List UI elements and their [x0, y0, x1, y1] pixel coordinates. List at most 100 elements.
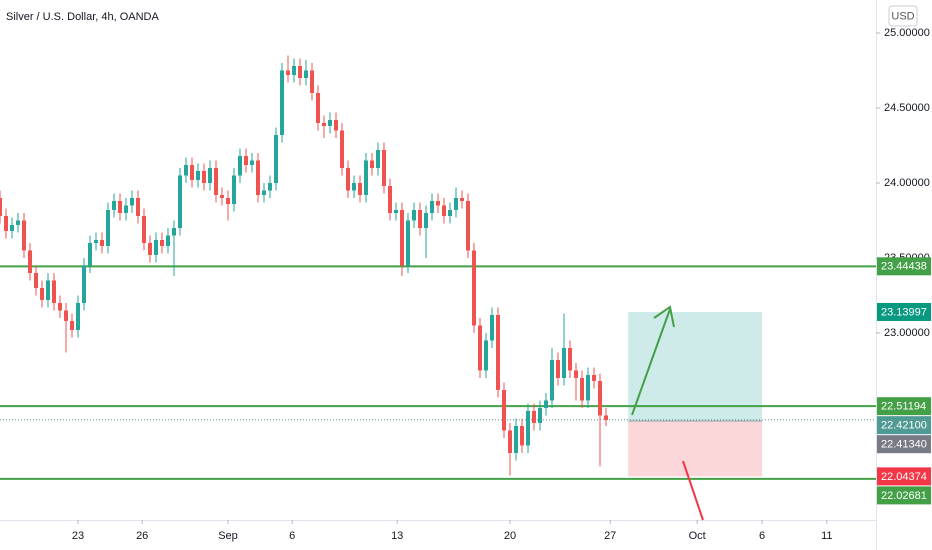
candle-body [364, 160, 368, 195]
candle-body [322, 122, 326, 126]
price-label-text: 22.02681 [881, 490, 927, 502]
candle-body [250, 160, 254, 165]
candle-body [328, 119, 332, 126]
candle-body [418, 209, 422, 228]
candle-body [52, 280, 56, 303]
x-tick-label: 26 [136, 530, 148, 542]
candle-body [112, 200, 116, 210]
candle-body [160, 239, 164, 246]
candle-body [586, 374, 590, 401]
candle-body [238, 155, 242, 176]
target-zone [628, 311, 762, 421]
candle-body [280, 70, 284, 135]
y-tick-label: 24.00000 [884, 177, 930, 189]
candle-body [514, 425, 518, 453]
candle-body [70, 320, 74, 330]
candle-body [310, 70, 314, 93]
candle-body [76, 302, 80, 330]
price-label-box [877, 416, 931, 435]
price-label: 22.51194 [877, 397, 931, 416]
candle-body [376, 149, 380, 168]
candle-body [412, 209, 416, 221]
arrow-down [682, 460, 704, 521]
currency-box[interactable] [888, 5, 918, 27]
candle-body [472, 250, 476, 326]
price-label-text: 22.42100 [881, 420, 927, 432]
candle-body [40, 287, 44, 300]
price-label: 22.41340 [877, 435, 931, 454]
price-label-box [877, 486, 931, 505]
price-label: 23.13997 [877, 302, 931, 321]
candle-body [604, 415, 608, 420]
candle-body [568, 347, 572, 371]
stop-zone [628, 420, 762, 477]
candle-body [316, 92, 320, 123]
x-tick-label: 6 [759, 530, 765, 542]
candle-body [142, 215, 146, 243]
candle-body [484, 340, 488, 371]
candle-body [118, 200, 122, 213]
candle-body [424, 212, 428, 228]
price-label-text: 22.51194 [881, 401, 926, 413]
price-label: 22.42100 [877, 416, 931, 435]
candle-body [148, 242, 152, 255]
candle-body [208, 167, 212, 183]
candle-body [508, 430, 512, 453]
candle-body [286, 70, 290, 75]
candle-body [136, 197, 140, 216]
candle-body [400, 209, 404, 266]
y-tick-label: 25.00000 [884, 27, 930, 39]
candle-body [292, 65, 296, 75]
price-label-box [877, 397, 931, 416]
candle-body [46, 280, 50, 300]
candle-body [298, 65, 302, 78]
candle-body [4, 215, 8, 231]
candle-body [178, 175, 182, 228]
candle-body [172, 227, 176, 236]
chart-title: Silver / U.S. Dollar, 4h, OANDA [6, 11, 159, 23]
candle-body [550, 359, 554, 401]
price-label-box [877, 435, 931, 454]
price-label: 22.04374 [877, 467, 931, 486]
candle-body [532, 410, 536, 423]
candle-body [124, 205, 128, 213]
candle-body [592, 374, 596, 381]
candle-body [544, 400, 548, 408]
candle-body [28, 250, 32, 273]
candle-body [10, 224, 14, 231]
x-tick-label: 6 [289, 530, 295, 542]
candle-body [244, 155, 248, 165]
candle-body [304, 70, 308, 78]
candle-body [538, 407, 542, 423]
x-tick-label: 27 [604, 530, 616, 542]
price-label-text: 22.04374 [881, 471, 927, 483]
candle-body [598, 380, 602, 416]
candle-body [0, 197, 2, 216]
plot-area [0, 55, 876, 480]
x-tick-label: 11 [821, 530, 832, 542]
price-label-box [877, 257, 931, 276]
candle-body [88, 242, 92, 266]
candle-body [502, 389, 506, 431]
price-label-box [877, 302, 931, 321]
candle-body [442, 205, 446, 216]
candle-body [94, 239, 98, 243]
x-tick-label: Sep [218, 530, 238, 542]
candle-body [262, 190, 266, 195]
price-label: 23.44438 [877, 257, 931, 276]
candle-body [268, 182, 272, 191]
x-tick-label: Oct [689, 530, 706, 542]
x-tick-label: 13 [391, 530, 403, 542]
candle-body [58, 302, 62, 311]
candle-body [352, 182, 356, 191]
candle-body [520, 425, 524, 446]
candle-body [562, 347, 566, 378]
candle-body [460, 197, 464, 201]
candle-body [406, 220, 410, 266]
candle-body [334, 119, 338, 131]
price-label-text: 22.41340 [881, 439, 927, 451]
candle-body [34, 272, 38, 288]
candle-body [16, 220, 20, 225]
